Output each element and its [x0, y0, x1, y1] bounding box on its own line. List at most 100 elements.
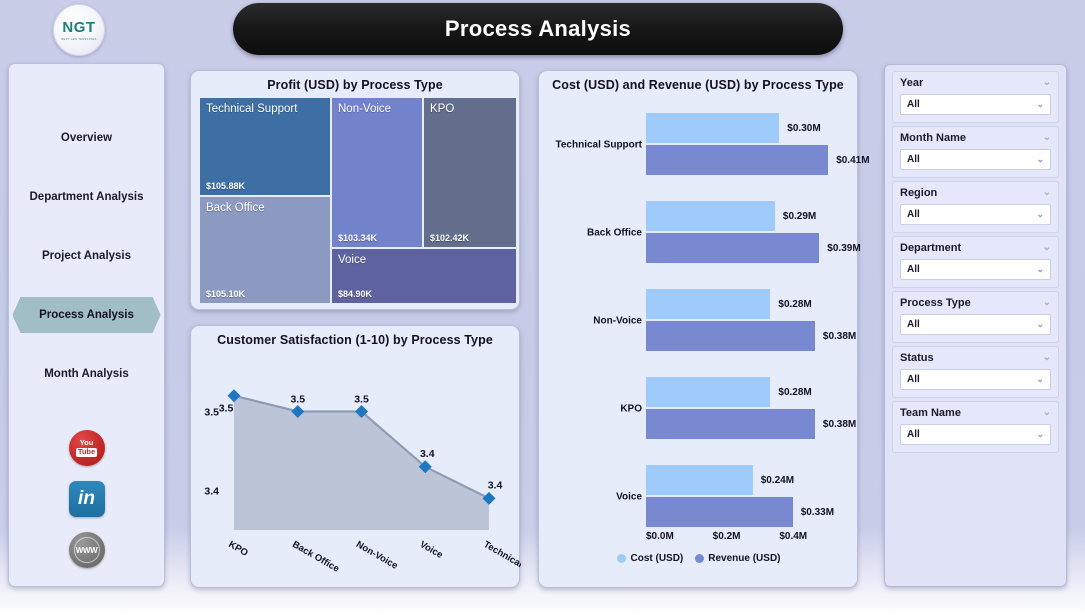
chevron-down-icon[interactable]: ⌄	[1042, 297, 1051, 308]
chevron-down-icon[interactable]: ⌄	[1042, 77, 1051, 88]
line-marker[interactable]	[418, 460, 432, 474]
line-y-axis-labels: 3.5 3.4	[204, 407, 219, 498]
bar-cost[interactable]	[646, 201, 775, 231]
slicer-label: Year	[900, 77, 924, 89]
slicer-header: Status ⌄	[900, 352, 1051, 364]
bar-value-label: $0.28M	[778, 298, 812, 310]
treemap-tile-kpo[interactable]: KPO $102.42K	[424, 98, 516, 247]
legend-item-revenue[interactable]: Revenue (USD)	[695, 553, 781, 564]
slicer-department: Department ⌄ All ⌄	[892, 236, 1059, 288]
bar-category-label: KPO	[620, 403, 642, 415]
logo-tagline: NEXT GEN TEMPLATES	[61, 37, 97, 41]
customer-satisfaction-title: Customer Satisfaction (1-10) by Process …	[217, 333, 493, 347]
bar-revenue[interactable]	[646, 233, 820, 263]
treemap-tile-value: $102.42K	[430, 233, 470, 243]
website-icon-text: WWW	[75, 545, 98, 555]
treemap-tile-value: $103.34K	[338, 233, 378, 243]
bar-x-tick-label: $0.4M	[779, 531, 808, 542]
treemap-tile-voice[interactable]: Voice $84.90K	[332, 249, 516, 303]
bar-cost[interactable]	[646, 113, 780, 143]
bar-row: $0.28M	[646, 377, 812, 407]
slicer-dropdown-team-name[interactable]: All ⌄	[900, 424, 1051, 445]
slicer-value: All	[907, 429, 920, 440]
line-marker[interactable]	[291, 404, 305, 419]
line-point-label: 3.4	[420, 448, 435, 460]
bar-row: $0.39M	[646, 233, 861, 263]
sidebar-item-overview[interactable]: Overview	[13, 120, 161, 156]
bar-cost[interactable]	[646, 377, 771, 407]
sidebar-item-department-analysis[interactable]: Department Analysis	[13, 179, 161, 215]
website-icon[interactable]: WWW	[68, 532, 105, 568]
bar-value-label: $0.28M	[778, 386, 812, 398]
treemap-tile-label: Voice	[338, 254, 367, 266]
brand-logo: NGT NEXT GEN TEMPLATES	[53, 4, 105, 56]
bar-category-label: Back Office	[586, 227, 642, 239]
sidebar-item-process-analysis[interactable]: Process Analysis	[13, 297, 161, 333]
line-x-tick-label: Non-Voice	[354, 539, 400, 572]
linkedin-icon[interactable]: in	[68, 481, 105, 517]
bar-group: Back Office $0.29M $0.39M	[539, 189, 861, 277]
chevron-down-icon[interactable]: ⌄	[1042, 132, 1051, 143]
treemap-tile-technical-support[interactable]: Technical Support $105.88K	[200, 98, 330, 195]
chevron-down-icon: ⌄	[1036, 154, 1044, 164]
slicer-dropdown-region[interactable]: All ⌄	[900, 204, 1051, 225]
chevron-down-icon[interactable]: ⌄	[1042, 352, 1051, 363]
legend-item-cost[interactable]: Cost (USD)	[617, 553, 683, 564]
line-point-label: 3.5	[290, 394, 305, 406]
chevron-down-icon: ⌄	[1036, 374, 1044, 384]
line-x-axis-labels: KPO Back Office Non-Voice Voice Technical Su…	[227, 539, 522, 588]
treemap-tile-value: $105.10K	[206, 289, 246, 299]
sidebar-item-label: Overview	[60, 132, 113, 144]
cost-revenue-bar-chart: Technical Support $0.30M $0.41M Back Office…	[539, 101, 870, 541]
sidebar-item-month-analysis[interactable]: Month Analysis	[13, 356, 161, 392]
line-x-tick-label: KPO	[227, 539, 250, 559]
slicer-dropdown-department[interactable]: All ⌄	[900, 259, 1051, 280]
slicer-label: Process Type	[900, 297, 971, 309]
bar-revenue[interactable]	[646, 497, 793, 527]
bar-x-axis-labels: $0.0M $0.2M $0.4M	[646, 531, 846, 542]
youtube-icon[interactable]: You Tube	[68, 430, 105, 466]
bar-row: $0.38M	[646, 321, 856, 351]
bar-row: $0.33M	[646, 497, 834, 527]
bar-revenue[interactable]	[646, 409, 815, 439]
slicer-value: All	[907, 99, 920, 110]
line-marker[interactable]	[354, 404, 369, 419]
bar-value-label: $0.38M	[822, 418, 857, 430]
slicer-dropdown-process-type[interactable]: All ⌄	[900, 314, 1051, 335]
slicer-team-name: Team Name ⌄ All ⌄	[892, 401, 1059, 453]
bar-cost[interactable]	[646, 289, 771, 319]
slicer-dropdown-month-name[interactable]: All ⌄	[900, 149, 1051, 170]
treemap-tile-back-office[interactable]: Back Office $105.10K	[200, 197, 330, 303]
bar-row: $0.28M	[646, 289, 812, 319]
slicer-label: Month Name	[900, 132, 966, 144]
line-marker[interactable]	[482, 491, 496, 505]
line-x-tick-label: Technical Support	[482, 539, 522, 588]
bar-x-tick-label: $0.0M	[646, 531, 674, 542]
slicer-header: Year ⌄	[900, 77, 1051, 89]
bar-cost[interactable]	[646, 465, 753, 495]
slicer-header: Department ⌄	[900, 242, 1051, 254]
legend-swatch-cost	[617, 554, 627, 563]
slicer-dropdown-year[interactable]: All ⌄	[900, 94, 1051, 115]
linkedin-icon-text: in	[78, 488, 95, 509]
chevron-down-icon[interactable]: ⌄	[1042, 187, 1051, 198]
slicer-value: All	[907, 154, 920, 165]
filter-panel: Year ⌄ All ⌄ Month Name ⌄ All ⌄ Region ⌄ All ⌄ Depar…	[884, 64, 1067, 587]
bar-revenue[interactable]	[646, 321, 815, 351]
bar-revenue[interactable]	[646, 145, 829, 175]
chevron-down-icon: ⌄	[1036, 209, 1044, 219]
slicer-process-type: Process Type ⌄ All ⌄	[892, 291, 1059, 343]
chevron-down-icon[interactable]: ⌄	[1042, 407, 1051, 418]
slicer-dropdown-status[interactable]: All ⌄	[900, 369, 1051, 390]
sidebar-item-project-analysis[interactable]: Project Analysis	[13, 238, 161, 274]
treemap-tile-non-voice[interactable]: Non-Voice $103.34K	[332, 98, 422, 247]
line-point-labels: 3.5 3.5 3.5 3.4 3.4	[219, 394, 503, 492]
bar-legend: Cost (USD) Revenue (USD)	[539, 553, 859, 564]
youtube-icon-line1: You	[79, 438, 94, 448]
line-y-tick-label: 3.5	[204, 407, 219, 419]
line-point-label: 3.5	[219, 403, 234, 415]
slicer-label: Status	[900, 352, 934, 364]
slicer-header: Process Type ⌄	[900, 297, 1051, 309]
chevron-down-icon[interactable]: ⌄	[1042, 242, 1051, 253]
slicer-value: All	[907, 209, 920, 220]
